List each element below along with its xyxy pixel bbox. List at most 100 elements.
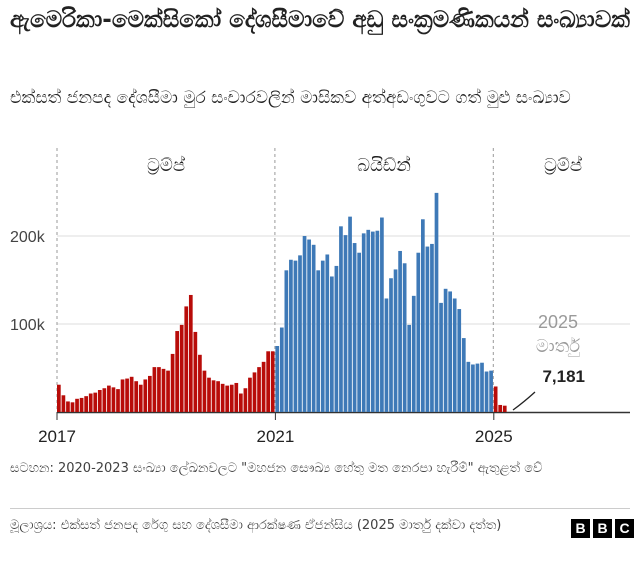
bar <box>261 361 266 412</box>
bar <box>134 381 139 412</box>
bar <box>393 269 398 412</box>
grid-lines <box>56 235 630 420</box>
bar <box>107 385 111 412</box>
annotation-connector <box>512 391 536 411</box>
bar <box>416 252 421 412</box>
bar <box>298 255 302 412</box>
bar <box>143 379 148 412</box>
bar <box>102 388 107 412</box>
bar <box>207 377 211 412</box>
bar <box>229 384 234 412</box>
bar <box>193 331 198 412</box>
bar <box>407 324 412 412</box>
bar <box>61 395 66 412</box>
bar <box>352 243 357 412</box>
bar <box>366 229 371 412</box>
annotation-label: 2025 <box>538 312 578 332</box>
chart-title: ඇමෙරිකා-මෙක්සිකෝ දේශසීමාවේ අඩු සංක්‍රමණි… <box>10 7 630 33</box>
bar <box>425 246 430 412</box>
footnote: සටහන: 2020-2023 සංඛ්‍යා ලේඛනවලට "මහජන සෞ… <box>10 461 543 476</box>
bar <box>220 383 225 412</box>
bar <box>97 390 102 412</box>
bar <box>120 379 125 412</box>
bar <box>389 278 393 412</box>
bar <box>152 367 157 412</box>
bar <box>461 338 466 412</box>
bar <box>248 377 252 412</box>
bar <box>70 402 75 412</box>
bar <box>452 298 457 412</box>
bar <box>266 351 270 412</box>
bar <box>475 363 480 412</box>
monthly-apprehensions-chart: 100k 200k 2017 2021 2025 ට්‍රම්ප් බයිඩ්න් ට්‍රම… <box>10 148 630 446</box>
bar <box>334 265 339 412</box>
bar <box>79 397 84 412</box>
logo-letter: C <box>615 519 634 538</box>
bar <box>434 192 439 412</box>
logo-letter: B <box>571 519 590 538</box>
bar <box>161 368 166 412</box>
bar <box>170 353 175 412</box>
bar <box>293 260 298 412</box>
bar <box>93 392 98 412</box>
bar <box>380 217 384 412</box>
bar <box>211 380 216 412</box>
bar <box>284 270 289 412</box>
bar <box>275 346 280 412</box>
bar <box>471 364 475 412</box>
bar <box>370 231 375 412</box>
bar <box>175 331 179 412</box>
bar <box>439 302 443 412</box>
bar <box>243 388 248 412</box>
bar <box>361 233 366 412</box>
bar <box>166 370 170 412</box>
bar <box>430 243 434 412</box>
x-tick-label: 2021 <box>256 427 294 446</box>
bar <box>398 250 402 412</box>
bar <box>239 393 243 412</box>
bar <box>88 393 93 412</box>
annotation-value: 7,181 <box>542 367 585 386</box>
bar <box>157 367 161 412</box>
bar <box>375 230 380 412</box>
bar <box>202 370 207 412</box>
bar <box>330 276 334 412</box>
bar <box>257 367 261 412</box>
y-tick-label: 200k <box>10 229 46 246</box>
bar <box>129 376 134 412</box>
bar <box>84 396 88 412</box>
bar <box>270 351 275 412</box>
bar <box>457 309 462 412</box>
bar <box>443 288 448 412</box>
bar <box>484 371 489 412</box>
bar <box>234 382 239 412</box>
period-dividers <box>56 148 494 412</box>
bar <box>138 384 143 412</box>
bar <box>148 375 152 412</box>
bar <box>316 270 321 412</box>
bar <box>111 387 116 412</box>
bar <box>325 254 330 412</box>
bar <box>466 361 471 412</box>
bar <box>279 327 284 412</box>
bar <box>57 384 61 412</box>
bar <box>216 381 220 412</box>
bar <box>307 239 311 412</box>
bar <box>402 263 407 412</box>
bar <box>302 236 307 412</box>
labels: 100k 200k 2017 2021 2025 ට්‍රම්ප් බයිඩ්න් ට්‍රම… <box>10 155 585 446</box>
bar <box>502 405 507 412</box>
period-label: ට්‍රම්ප් <box>147 155 185 176</box>
bar <box>493 386 498 412</box>
bbc-logo: B B C <box>571 519 634 538</box>
bar <box>348 216 352 412</box>
bar <box>357 252 361 412</box>
bar <box>320 260 325 412</box>
y-tick-label: 100k <box>10 317 46 334</box>
bar <box>384 298 389 412</box>
period-label: බයිඩ්න් <box>357 155 411 176</box>
bar <box>252 372 257 412</box>
bar <box>498 404 503 412</box>
bar <box>179 324 184 412</box>
bar <box>489 370 493 412</box>
